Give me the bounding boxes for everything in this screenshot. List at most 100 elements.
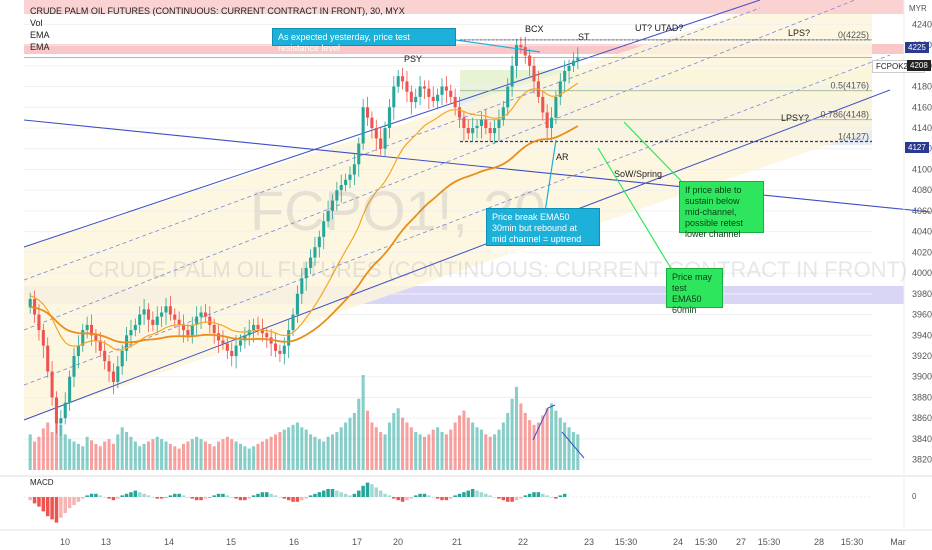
volume-bar [457, 415, 462, 470]
volume-bar [85, 436, 89, 470]
macd-bar [85, 495, 89, 497]
macd-bar [514, 497, 519, 501]
macd-bar [212, 495, 216, 497]
volume-bar [37, 436, 41, 470]
volume-bar [186, 441, 190, 470]
candle-body [348, 174, 352, 180]
candle-body [181, 324, 186, 331]
macd-bar [330, 489, 335, 497]
candle-body [549, 117, 554, 128]
candle-body [212, 324, 216, 334]
volume-bar [260, 441, 264, 470]
candle-body [519, 45, 523, 48]
price-tag-top: 4225 [905, 42, 929, 53]
volume-bar [273, 434, 278, 470]
volume-bar [545, 408, 549, 470]
indicator-vol[interactable]: Vol [30, 18, 43, 28]
volume-bar [68, 439, 72, 470]
macd-bar [194, 497, 199, 501]
volume-bar [94, 443, 98, 470]
volume-bar [278, 432, 282, 470]
macd-bar [343, 493, 348, 497]
volume-bar [247, 448, 251, 470]
volume-bar [181, 443, 186, 470]
candle-body [146, 309, 151, 320]
x-tick-label: 15:30 [615, 537, 638, 547]
candle-body [260, 329, 264, 334]
candle-body [484, 119, 488, 128]
fib-label: 0.786(4148) [820, 110, 869, 120]
candle-body [383, 128, 387, 149]
candle-body [506, 86, 510, 108]
x-tick-label: 21 [452, 537, 462, 547]
macd-bar [470, 489, 475, 497]
channel-fill [24, 14, 872, 420]
y-tick-label: 3840 [912, 434, 932, 444]
candle-body [142, 309, 146, 315]
candle-body [256, 324, 260, 330]
macd-bar [59, 497, 63, 518]
candle-body [155, 316, 159, 325]
macd-bar [181, 495, 186, 497]
volume-bar [370, 422, 374, 470]
macd-bar [81, 497, 85, 499]
macd-bar [173, 493, 177, 497]
macd-bar [238, 497, 243, 501]
candle-body [387, 107, 391, 128]
y-tick-label: 4140 [912, 123, 932, 133]
candle-body [471, 128, 475, 134]
candle-body [199, 312, 203, 317]
indicator-ema-1[interactable]: EMA [30, 30, 50, 40]
fib-label: 1(4127) [838, 131, 869, 141]
candle-body [89, 324, 94, 336]
chart-title[interactable]: CRUDE PALM OIL FUTURES (CONTINUOUS: CURR… [30, 6, 405, 16]
macd-bar [387, 495, 392, 497]
volume-bar [190, 439, 194, 470]
macd-bar [427, 495, 431, 497]
macd-bar [137, 492, 142, 497]
macd-bar [313, 493, 317, 497]
candle-body [361, 107, 365, 144]
volume-bar [116, 434, 120, 470]
y-tick-label: 4020 [912, 247, 932, 257]
candle-body [497, 119, 501, 128]
volume-bar [506, 413, 510, 470]
macd-label[interactable]: MACD [30, 478, 54, 487]
candle-body [352, 164, 356, 175]
x-tick-label: 10 [60, 537, 70, 547]
candle-body [68, 376, 72, 403]
x-tick-label: 15:30 [758, 537, 781, 547]
indicator-ema-2[interactable]: EMA [30, 42, 50, 52]
volume-bar [401, 417, 405, 470]
candle-body [208, 316, 212, 325]
volume-bar [160, 439, 164, 470]
volume-bar [234, 441, 238, 470]
candle-body [287, 330, 291, 346]
macd-bar [444, 497, 449, 501]
volume-bar [536, 422, 540, 470]
macd-bar [339, 492, 343, 497]
candle-body [462, 117, 466, 128]
y-tick-label: 4160 [912, 102, 932, 112]
macd-bar [541, 493, 545, 497]
volume-bar [330, 434, 335, 470]
x-tick-label: 15 [226, 537, 236, 547]
candle-body [396, 76, 400, 87]
volume-bar [414, 432, 418, 470]
candle-body [409, 91, 413, 103]
macd-bar [519, 497, 523, 499]
volume-bar [549, 403, 554, 470]
y-tick-label: 3820 [912, 455, 932, 465]
volume-bar [554, 410, 558, 470]
candle-body [418, 86, 422, 97]
volume-bar [142, 443, 146, 470]
volume-bar [326, 436, 330, 470]
candle-body [173, 314, 177, 320]
macd-bar [98, 495, 103, 497]
macd-bar [111, 497, 116, 501]
macd-bar [527, 493, 532, 497]
volume-bar [129, 436, 133, 470]
macd-bar [164, 497, 168, 498]
